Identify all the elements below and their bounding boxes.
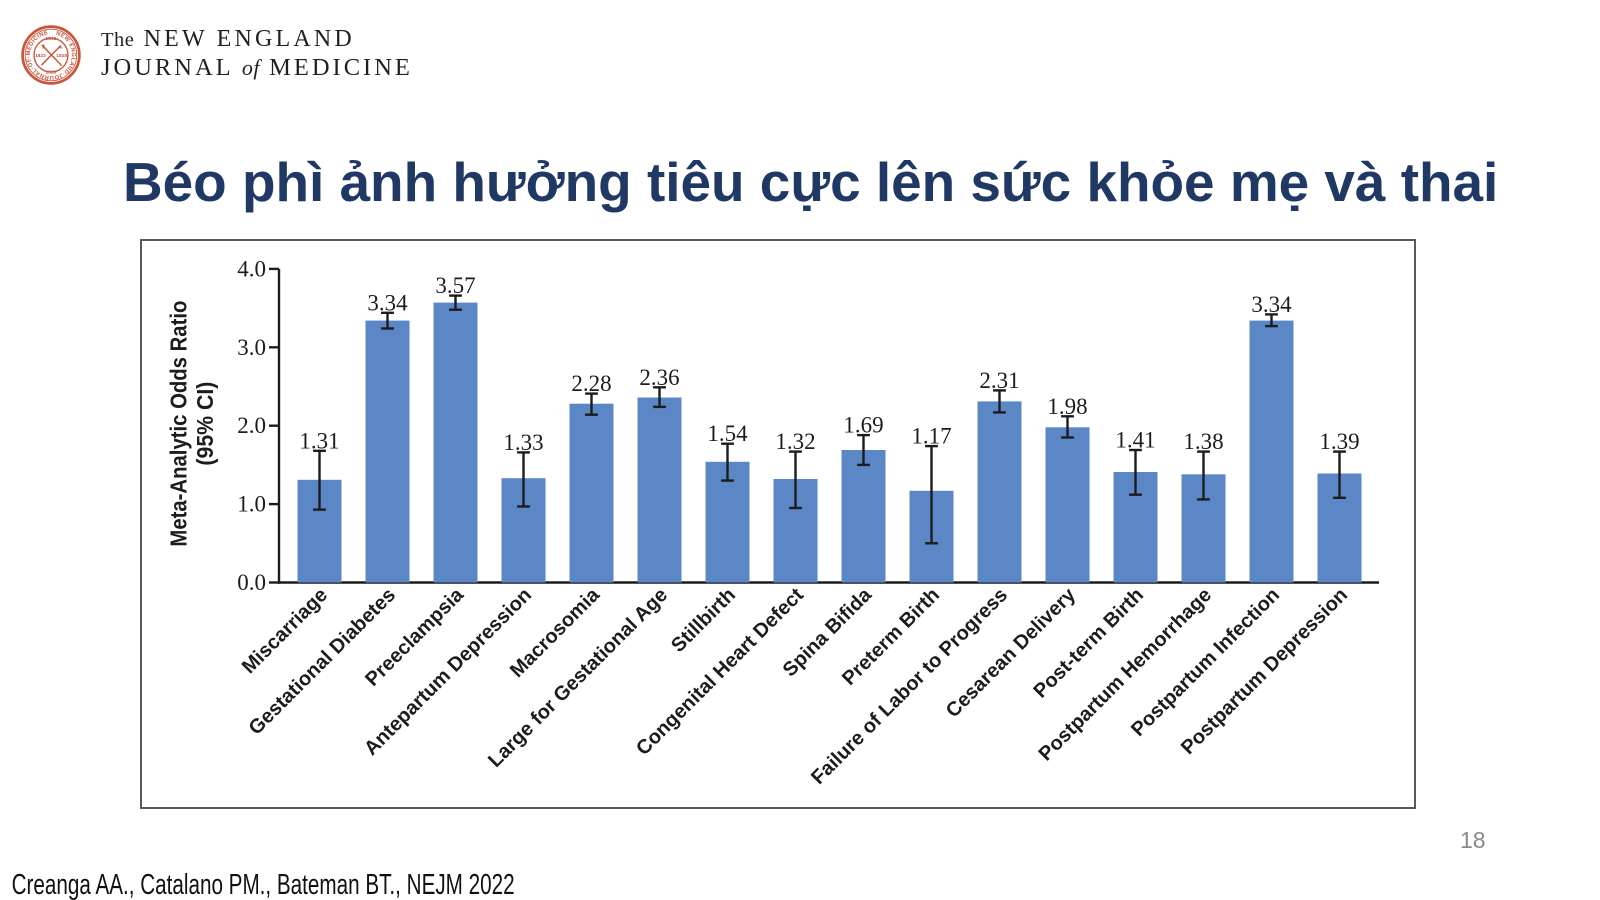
svg-text:2.0: 2.0 <box>237 413 266 438</box>
svg-text:Meta-Analytic Odds Ratio: Meta-Analytic Odds Ratio <box>166 301 192 547</box>
svg-text:3.34: 3.34 <box>367 290 408 315</box>
svg-text:1.39: 1.39 <box>1319 429 1359 454</box>
svg-text:3.0: 3.0 <box>237 335 266 360</box>
svg-text:2.31: 2.31 <box>979 368 1019 393</box>
svg-text:1.31: 1.31 <box>299 428 339 453</box>
svg-text:3.57: 3.57 <box>435 273 475 298</box>
svg-text:1.69: 1.69 <box>843 413 883 438</box>
svg-text:1928: 1928 <box>46 69 57 75</box>
svg-text:1823: 1823 <box>35 53 46 59</box>
svg-text:Stillbirth: Stillbirth <box>667 584 740 657</box>
svg-text:(95% CI): (95% CI) <box>192 382 218 466</box>
svg-text:1.32: 1.32 <box>775 429 815 454</box>
svg-text:1.38: 1.38 <box>1183 429 1223 454</box>
svg-text:1.98: 1.98 <box>1047 394 1087 419</box>
svg-text:0.0: 0.0 <box>237 570 266 595</box>
svg-text:Creanga AA., Catalano PM., Bat: Creanga AA., Catalano PM., Bateman BT., … <box>12 869 515 900</box>
svg-text:1.17: 1.17 <box>911 424 951 449</box>
svg-text:4.0: 4.0 <box>237 256 266 281</box>
svg-text:1812: 1812 <box>46 36 57 42</box>
svg-text:1.0: 1.0 <box>237 492 266 517</box>
svg-text:3.34: 3.34 <box>1251 292 1292 317</box>
svg-text:2.28: 2.28 <box>571 371 611 396</box>
svg-text:1.54: 1.54 <box>707 421 748 446</box>
svg-text:2.36: 2.36 <box>639 365 679 390</box>
svg-text:1.33: 1.33 <box>503 430 543 455</box>
svg-text:1.41: 1.41 <box>1115 428 1155 453</box>
svg-text:1828: 1828 <box>56 53 67 59</box>
svg-text:Cesarean Delivery: Cesarean Delivery <box>942 583 1081 722</box>
